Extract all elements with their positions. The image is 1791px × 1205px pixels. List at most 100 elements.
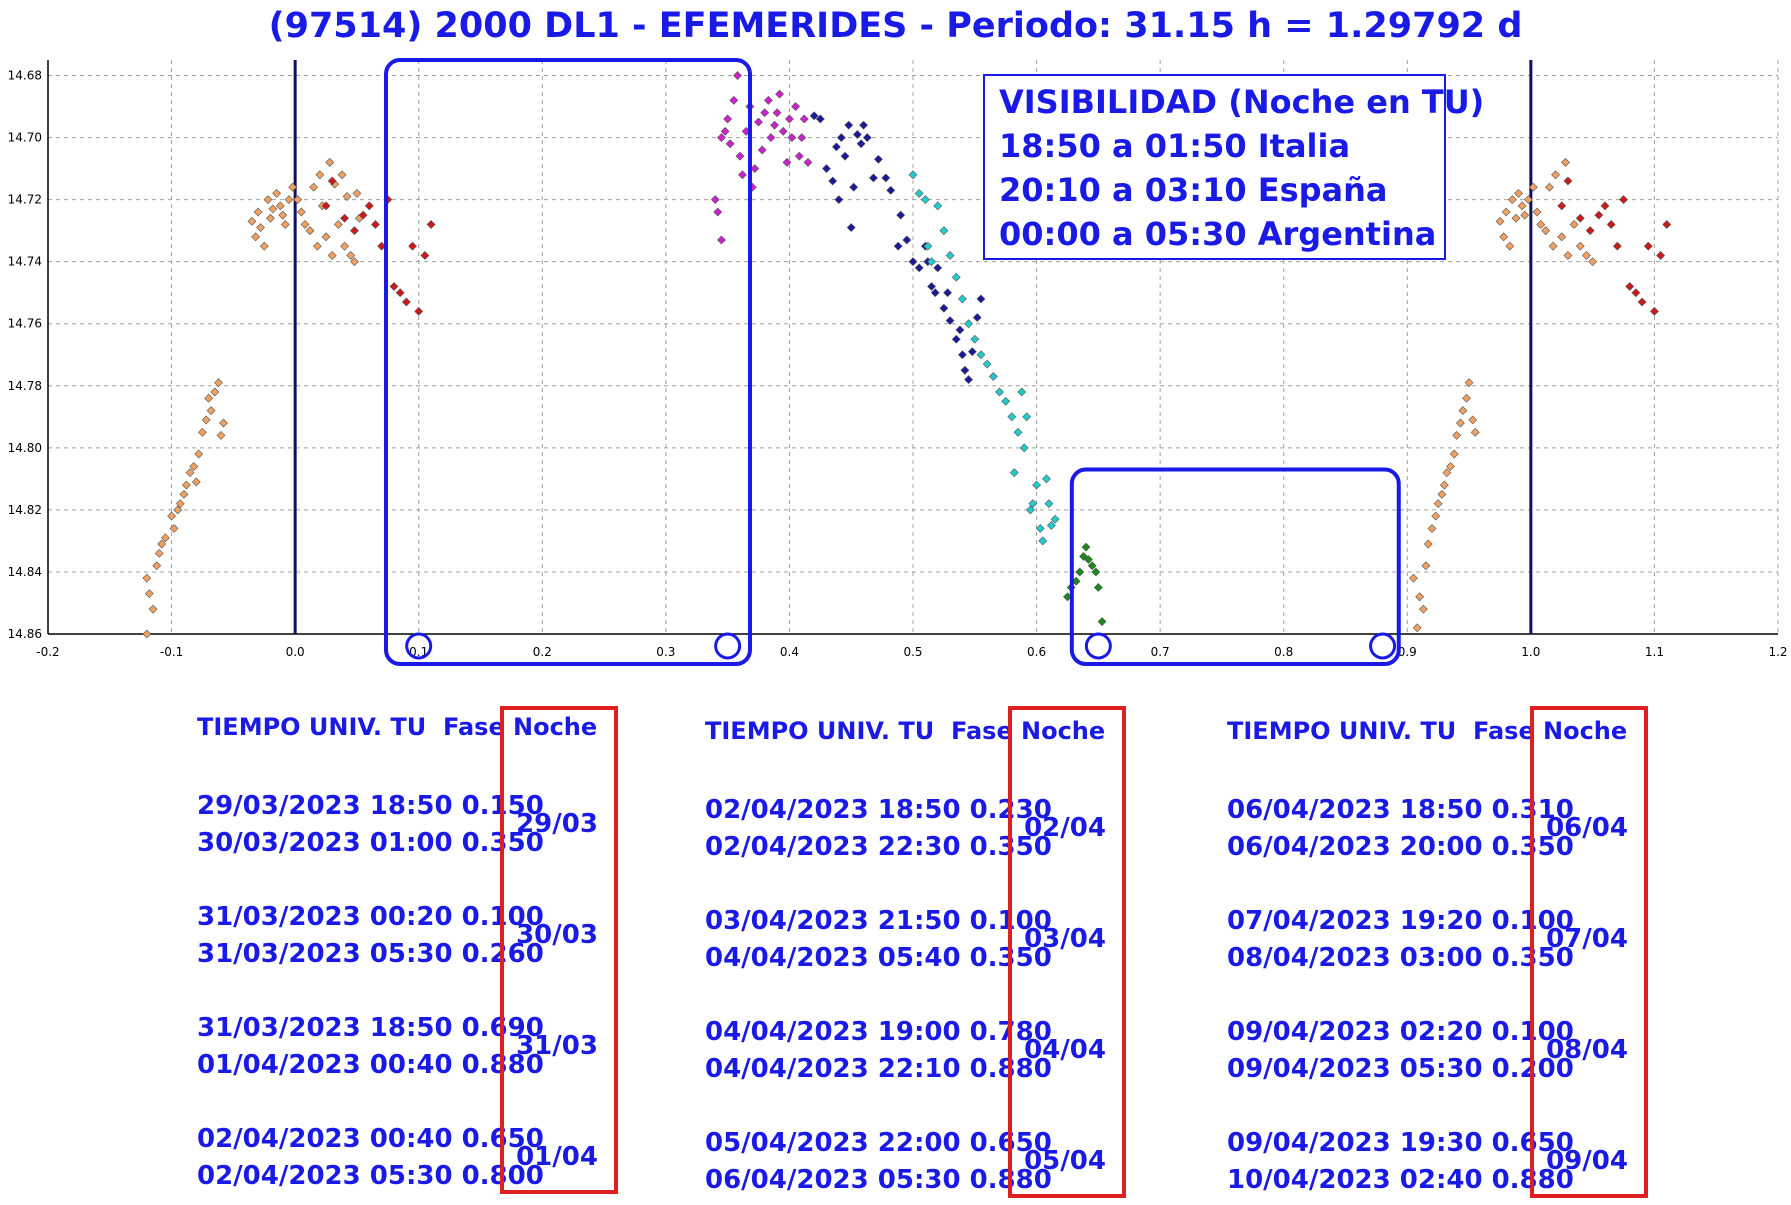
data-point: [321, 201, 331, 211]
data-point: [278, 210, 288, 220]
x-tick-label: 0.4: [780, 645, 799, 659]
y-tick-label: 14.74: [8, 255, 42, 269]
data-point: [930, 288, 940, 298]
data-point: [1600, 201, 1610, 211]
data-point: [844, 120, 854, 130]
data-point: [760, 108, 770, 118]
data-point: [1625, 282, 1635, 291]
data-point: [253, 207, 263, 217]
data-point: [280, 220, 290, 229]
data-point: [1001, 396, 1011, 406]
data-point: [1470, 427, 1480, 437]
data-point: [782, 157, 792, 167]
y-tick-label: 14.84: [8, 565, 42, 579]
data-point: [1468, 415, 1478, 425]
data-point: [1046, 520, 1056, 530]
data-point: [766, 133, 776, 142]
data-point: [1557, 201, 1567, 211]
data-point: [1415, 592, 1425, 602]
data-point: [201, 415, 211, 425]
data-point: [1025, 505, 1035, 515]
table-row: 31/03/2023 18:50 0.690: [197, 1013, 544, 1043]
data-point: [152, 561, 162, 571]
data-point: [960, 365, 970, 375]
data-point: [247, 216, 257, 226]
data-point: [364, 201, 374, 211]
x-tick-label: 1.2: [1768, 645, 1787, 659]
data-point: [1462, 393, 1472, 403]
y-tick-label: 14.68: [8, 69, 42, 83]
y-tick-label: 14.70: [8, 131, 42, 145]
data-point: [1013, 427, 1023, 437]
data-point: [272, 188, 282, 198]
data-point: [395, 288, 405, 298]
data-point: [723, 114, 733, 124]
data-point: [750, 164, 760, 174]
data-point: [204, 393, 214, 403]
phase-circle-marker: [1369, 632, 1397, 660]
data-point: [350, 257, 359, 267]
data-point: [815, 114, 825, 124]
data-point: [933, 263, 943, 273]
phase-window-box: [1069, 467, 1401, 666]
table-row: 29/03/2023 18:50 0.150: [197, 791, 544, 821]
light-curve-plot: -0.2 -0.1 0.0 0.1 0.2 0.3 0.4 0.5 0.6 0.7 0.8 0.9 1.…: [8, 58, 1788, 666]
table-row: 02/04/2023 05:30 0.800: [197, 1161, 544, 1191]
night-label: 08/04: [1546, 1035, 1628, 1065]
data-point: [1087, 561, 1097, 571]
data-point: [312, 241, 322, 251]
data-point: [1637, 297, 1647, 307]
data-point: [1418, 604, 1428, 614]
data-point: [869, 173, 878, 183]
data-point: [849, 182, 859, 192]
data-point: [194, 449, 204, 459]
data-point: [189, 462, 199, 471]
data-point: [1446, 462, 1455, 471]
data-point: [886, 185, 896, 195]
header-night: Noche: [1021, 717, 1106, 745]
data-point: [1433, 499, 1443, 509]
data-point: [1022, 412, 1032, 422]
data-point: [300, 220, 310, 229]
data-point: [945, 251, 955, 260]
data-point: [775, 89, 784, 99]
data-point: [757, 145, 767, 155]
table-row: 07/04/2023 19:20 0.100: [1227, 906, 1574, 936]
x-tick-label: 1.0: [1521, 645, 1540, 659]
night-label: 30/03: [516, 920, 598, 950]
data-point: [710, 195, 720, 205]
table-row: 04/04/2023 05:40 0.350: [705, 943, 1052, 973]
data-point: [964, 375, 974, 385]
data-point: [256, 223, 265, 232]
data-point: [1594, 210, 1604, 220]
data-point: [142, 573, 152, 583]
data-point: [210, 387, 220, 397]
data-point: [809, 111, 819, 121]
data-point: [1409, 573, 1418, 583]
y-tick-label: 14.82: [8, 503, 42, 517]
data-point: [770, 120, 780, 130]
y-tick-label: 14.76: [8, 317, 42, 331]
data-point: [219, 418, 228, 428]
phase-circle-marker: [405, 632, 433, 660]
header-time: TIEMPO UNIV. TU: [197, 713, 427, 741]
x-tick-label: 0.8: [1274, 645, 1293, 659]
data-point: [185, 468, 195, 478]
data-point: [340, 241, 349, 251]
data-point: [967, 347, 977, 357]
data-point: [169, 524, 179, 533]
data-point: [251, 232, 261, 242]
data-point: [350, 226, 359, 236]
ephemeris-table-1: TIEMPO UNIV. TU Fase Noche 29/03/2023 18…: [197, 713, 617, 1193]
data-point: [206, 406, 216, 416]
data-point: [856, 139, 866, 149]
table-row: 31/03/2023 05:30 0.260: [197, 939, 544, 969]
data-point: [914, 263, 924, 273]
x-tick-label: 0.7: [1151, 645, 1170, 659]
x-tick-label: -0.2: [36, 645, 59, 659]
data-point: [881, 173, 891, 183]
data-point: [754, 117, 763, 127]
data-point: [1662, 220, 1672, 229]
visibility-espana: 20:10 a 03:10 España: [999, 171, 1388, 209]
data-point: [1619, 195, 1628, 205]
